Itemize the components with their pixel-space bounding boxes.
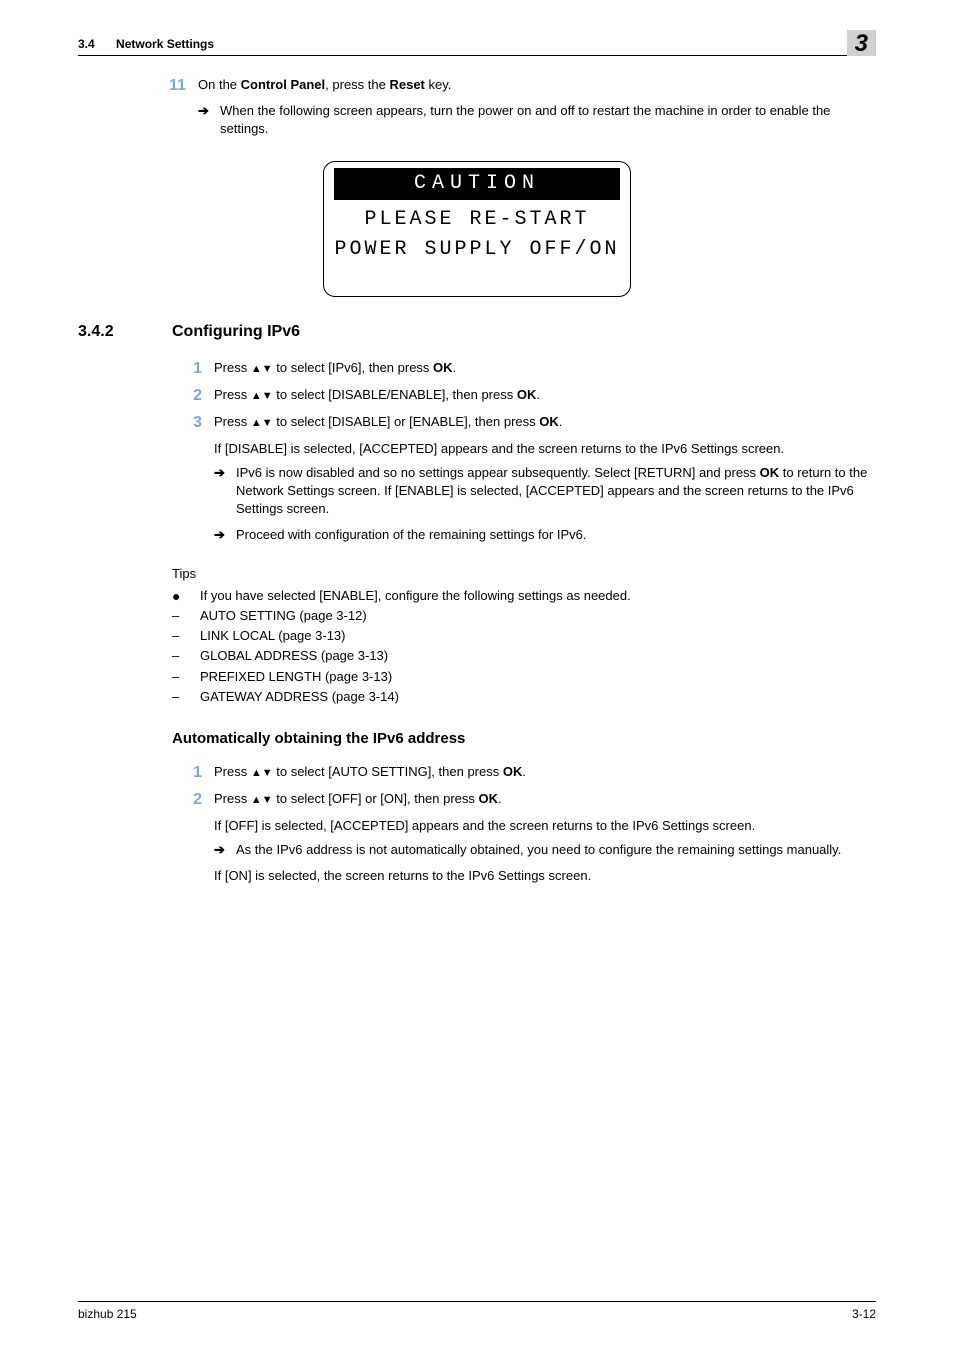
step-number: 1 bbox=[172, 359, 214, 378]
cfg-step-1: 1 Press ▲▼ to select [IPv6], then press … bbox=[172, 359, 876, 378]
subheading-auto: Automatically obtaining the IPv6 address bbox=[172, 728, 876, 749]
bold-control-panel: Control Panel bbox=[241, 77, 326, 92]
step-11: 11 On the Control Panel, press the Reset… bbox=[156, 76, 876, 147]
auto-step-1: 1 Press ▲▼ to select [AUTO SETTING], the… bbox=[172, 763, 876, 782]
footer-product: bizhub 215 bbox=[78, 1306, 137, 1323]
updown-icon: ▲▼ bbox=[251, 417, 273, 429]
header-section-title: Network Settings bbox=[116, 37, 214, 51]
step-number: 11 bbox=[156, 76, 198, 147]
step-number: 1 bbox=[172, 763, 214, 782]
cfg-step-3-arrow2: ➔ Proceed with configuration of the rema… bbox=[214, 526, 876, 544]
tips-item: –AUTO SETTING (page 3-12) bbox=[172, 607, 876, 625]
auto-step-2: 2 Press ▲▼ to select [OFF] or [ON], then… bbox=[172, 790, 876, 891]
tips-item: –GLOBAL ADDRESS (page 3-13) bbox=[172, 647, 876, 665]
tips-bullet: ●If you have selected [ENABLE], configur… bbox=[172, 587, 876, 605]
screen-line-2: POWER SUPPLY OFF/ON bbox=[332, 236, 622, 264]
screen-caution: CAUTION bbox=[334, 168, 620, 200]
arrow-icon: ➔ bbox=[214, 464, 236, 519]
screen-line-1: PLEASE RE-START bbox=[332, 206, 622, 234]
cfg-step-3: 3 Press ▲▼ to select [DISABLE] or [ENABL… bbox=[172, 413, 876, 552]
page-footer: bizhub 215 3-12 bbox=[78, 1301, 876, 1323]
cfg-step-3-para1: If [DISABLE] is selected, [ACCEPTED] app… bbox=[214, 440, 876, 458]
tips-block: Tips ●If you have selected [ENABLE], con… bbox=[172, 565, 876, 706]
tips-item: –GATEWAY ADDRESS (page 3-14) bbox=[172, 688, 876, 706]
step-11-sub-text: When the following screen appears, turn … bbox=[220, 102, 876, 138]
bold-reset: Reset bbox=[389, 77, 424, 92]
section-number: 3.4.2 bbox=[78, 321, 172, 343]
section-title: Configuring IPv6 bbox=[172, 321, 300, 343]
arrow-icon: ➔ bbox=[198, 102, 220, 138]
footer-page-number: 3-12 bbox=[852, 1306, 876, 1323]
tips-item: –PREFIXED LENGTH (page 3-13) bbox=[172, 668, 876, 686]
updown-icon: ▲▼ bbox=[251, 363, 273, 375]
auto-step-2-para2: If [ON] is selected, the screen returns … bbox=[214, 867, 876, 885]
arrow-icon: ➔ bbox=[214, 526, 236, 544]
auto-step-2-para1: If [OFF] is selected, [ACCEPTED] appears… bbox=[214, 817, 876, 835]
chapter-number-box: 3 bbox=[847, 30, 876, 56]
step-number: 3 bbox=[172, 413, 214, 552]
step-number: 2 bbox=[172, 790, 214, 891]
step-text: On the bbox=[198, 77, 241, 92]
page-header: 3.4 Network Settings 3 bbox=[78, 30, 876, 56]
updown-icon: ▲▼ bbox=[251, 794, 273, 806]
updown-icon: ▲▼ bbox=[251, 767, 273, 779]
arrow-icon: ➔ bbox=[214, 841, 236, 859]
section-heading-342: 3.4.2 Configuring IPv6 bbox=[78, 321, 876, 343]
auto-step-2-arrow1: ➔ As the IPv6 address is not automatical… bbox=[214, 841, 876, 859]
device-screen: CAUTION PLEASE RE-START POWER SUPPLY OFF… bbox=[323, 161, 631, 297]
step-11-sub: ➔ When the following screen appears, tur… bbox=[198, 102, 876, 138]
tips-item: –LINK LOCAL (page 3-13) bbox=[172, 627, 876, 645]
tips-label: Tips bbox=[172, 565, 876, 583]
cfg-step-3-arrow1: ➔ IPv6 is now disabled and so no setting… bbox=[214, 464, 876, 519]
step-number: 2 bbox=[172, 386, 214, 405]
header-section-number: 3.4 bbox=[78, 37, 95, 51]
cfg-step-2: 2 Press ▲▼ to select [DISABLE/ENABLE], t… bbox=[172, 386, 876, 405]
updown-icon: ▲▼ bbox=[251, 390, 273, 402]
